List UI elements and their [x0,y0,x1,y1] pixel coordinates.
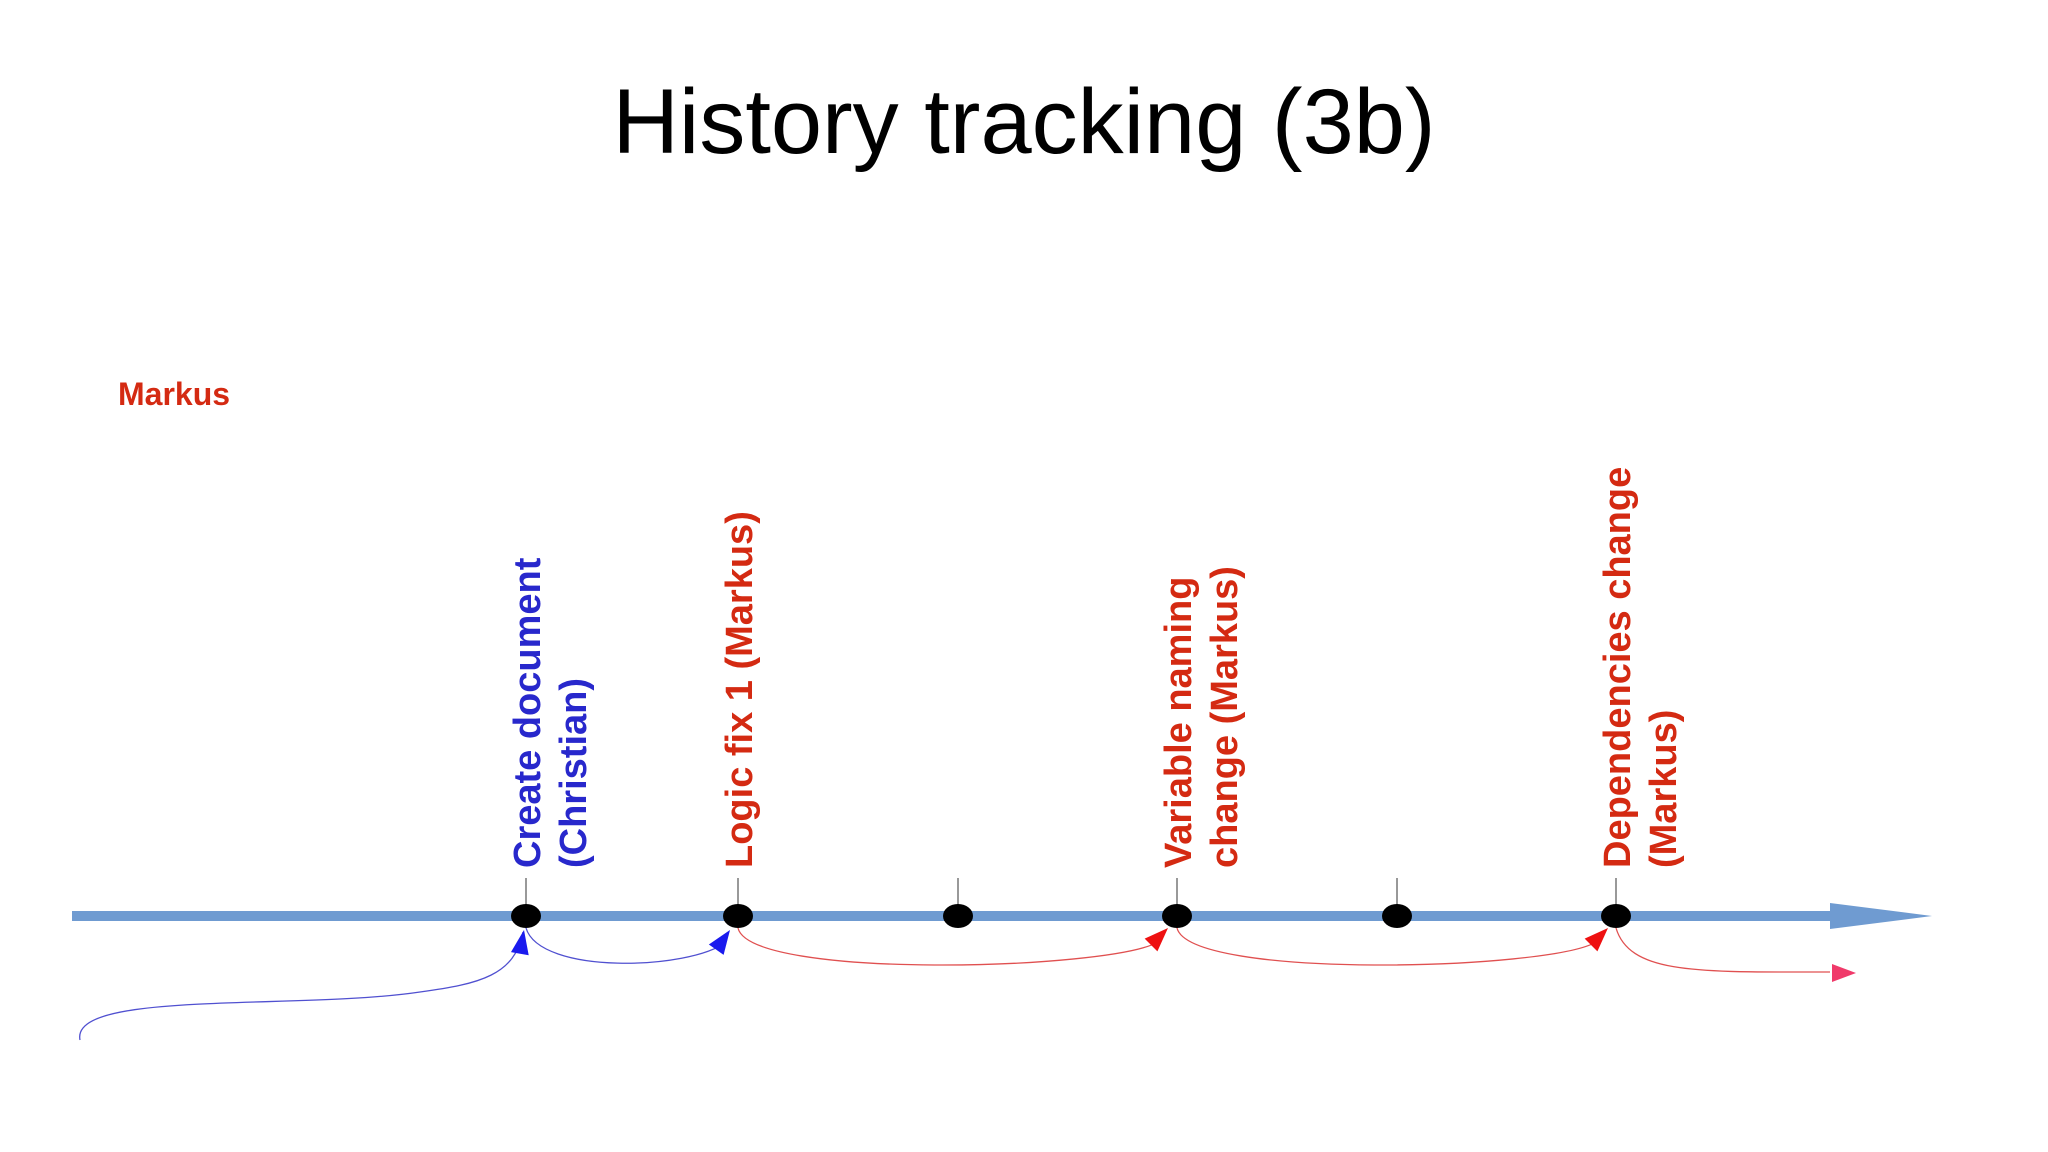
incoming-link [79,931,524,1041]
commit-node [1162,904,1192,928]
link-group [79,927,1856,1041]
event-label: Dependencies change [1597,467,1639,868]
timeline-arrowhead [1830,903,1932,929]
history-link [525,927,727,964]
event-label: (Markus) [1643,710,1685,868]
event-label: change (Markus) [1204,566,1246,868]
link-arrowhead [1584,928,1608,952]
link-arrowhead [708,930,730,955]
label-group: Create document (Christian) Logic fix 1 (M… [507,467,1685,868]
commit-node [1601,904,1631,928]
commit-node [943,904,973,928]
link-arrowhead [510,930,529,956]
person-label: Markus [118,376,231,412]
history-link [1176,927,1597,966]
event-label: Create document [507,557,549,868]
slide-title: History tracking (3b) [612,71,1436,173]
event-label: Logic fix 1 (Markus) [719,511,761,868]
commit-node [1382,904,1412,928]
commit-node [511,904,541,928]
event-label: (Christian) [553,678,595,868]
link-arrowhead [1144,928,1168,952]
history-link [737,927,1159,966]
tick-group [525,878,1617,906]
commit-node [723,904,753,928]
event-label: Variable naming [1158,577,1200,868]
outgoing-link [1615,927,1831,973]
link-arrowhead [1832,964,1856,982]
node-group [511,904,1631,928]
